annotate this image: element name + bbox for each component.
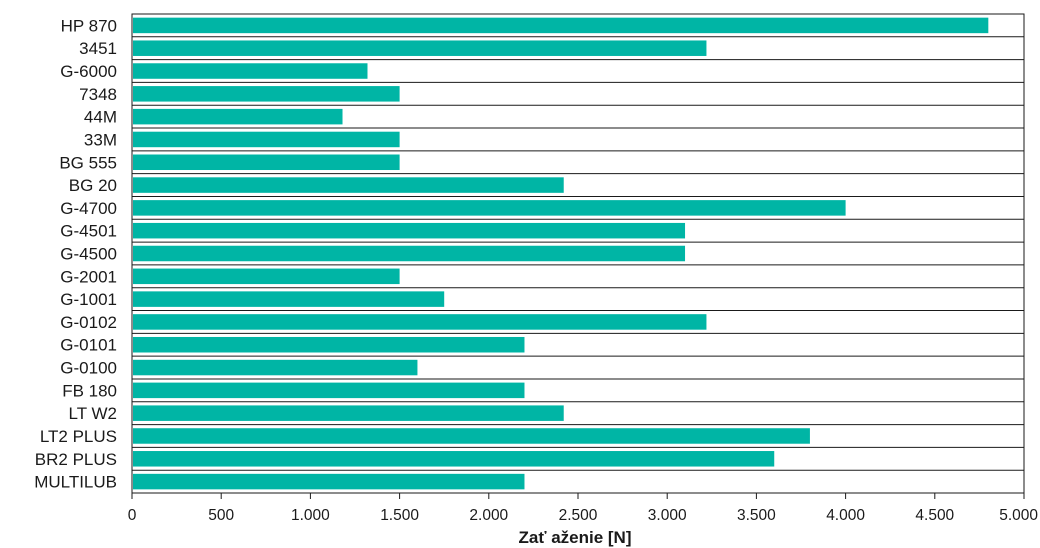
category-label: G-0100 bbox=[60, 359, 117, 378]
bar-g-1001 bbox=[133, 291, 445, 307]
plot-frame bbox=[131, 13, 1025, 494]
x-tick-label: 3.500 bbox=[737, 507, 776, 524]
category-label: G-4500 bbox=[60, 245, 117, 264]
bar-g-4700 bbox=[133, 200, 846, 216]
category-label: 33M bbox=[84, 130, 117, 149]
bar-44m bbox=[133, 108, 343, 125]
x-tick-label: 1.000 bbox=[291, 507, 330, 524]
bar-g-4500 bbox=[133, 245, 686, 262]
bar-g-4501 bbox=[133, 222, 686, 239]
category-label: G-1001 bbox=[60, 290, 117, 309]
category-label: MULTILUB bbox=[34, 473, 117, 492]
bar-g-6000 bbox=[133, 63, 368, 79]
x-tick-label: 5.000 bbox=[999, 507, 1038, 524]
category-label: FB 180 bbox=[62, 381, 117, 400]
bar-g-2001 bbox=[133, 268, 400, 285]
x-tick-label: 2.500 bbox=[559, 507, 598, 524]
category-label: 44M bbox=[84, 108, 117, 127]
bar-g-0102 bbox=[133, 314, 707, 330]
x-tick-label: 1.500 bbox=[380, 507, 419, 524]
x-tick-label: 500 bbox=[208, 507, 234, 524]
bar-fb-180 bbox=[133, 382, 525, 399]
category-label: HP 870 bbox=[61, 16, 117, 35]
x-tick-label: 4.500 bbox=[915, 507, 954, 524]
category-label: 3451 bbox=[79, 39, 117, 58]
bar-3451 bbox=[133, 40, 707, 56]
category-label: G-6000 bbox=[60, 62, 117, 81]
bar-bg-20 bbox=[133, 177, 564, 193]
bars bbox=[133, 17, 989, 490]
category-label: G-0102 bbox=[60, 313, 117, 332]
category-label: 7348 bbox=[79, 85, 117, 104]
category-label: G-4501 bbox=[60, 222, 117, 241]
category-label: BR2 PLUS bbox=[35, 450, 117, 469]
bar-hp-870 bbox=[133, 17, 989, 34]
bar-bg-555 bbox=[133, 154, 400, 171]
bar-g-0100 bbox=[133, 359, 418, 376]
x-axis-ticks: 0 500 1.000 1.500 2.000 2.500 3.000 3.500 4.000 4… bbox=[128, 493, 1038, 524]
category-label: G-4700 bbox=[60, 199, 117, 218]
x-tick-label: 3.000 bbox=[648, 507, 687, 524]
category-labels: HP 870 3451 G-6000 7348 44M 33M BG 555 BG 20 G-4… bbox=[34, 16, 117, 491]
x-axis-label: Zať aženie [N] bbox=[519, 528, 632, 547]
bar-lt-w2 bbox=[133, 405, 564, 421]
category-label: BG 20 bbox=[69, 176, 117, 195]
bar-lt2-plus bbox=[133, 428, 810, 444]
category-label: LT W2 bbox=[69, 404, 118, 423]
bar-br2-plus bbox=[133, 451, 775, 467]
x-tick-label: 2.000 bbox=[469, 507, 508, 524]
x-tick-label: 4.000 bbox=[826, 507, 865, 524]
category-label: LT2 PLUS bbox=[40, 427, 117, 446]
bar-7348 bbox=[133, 86, 400, 102]
category-label: G-2001 bbox=[60, 267, 117, 286]
bar-g-0101 bbox=[133, 336, 525, 353]
category-label: G-0101 bbox=[60, 336, 117, 355]
bar-multilub bbox=[133, 473, 525, 490]
row-separators bbox=[132, 36, 1024, 471]
bar-33m bbox=[133, 131, 400, 148]
x-tick-label: 0 bbox=[128, 507, 137, 524]
category-label: BG 555 bbox=[59, 153, 117, 172]
